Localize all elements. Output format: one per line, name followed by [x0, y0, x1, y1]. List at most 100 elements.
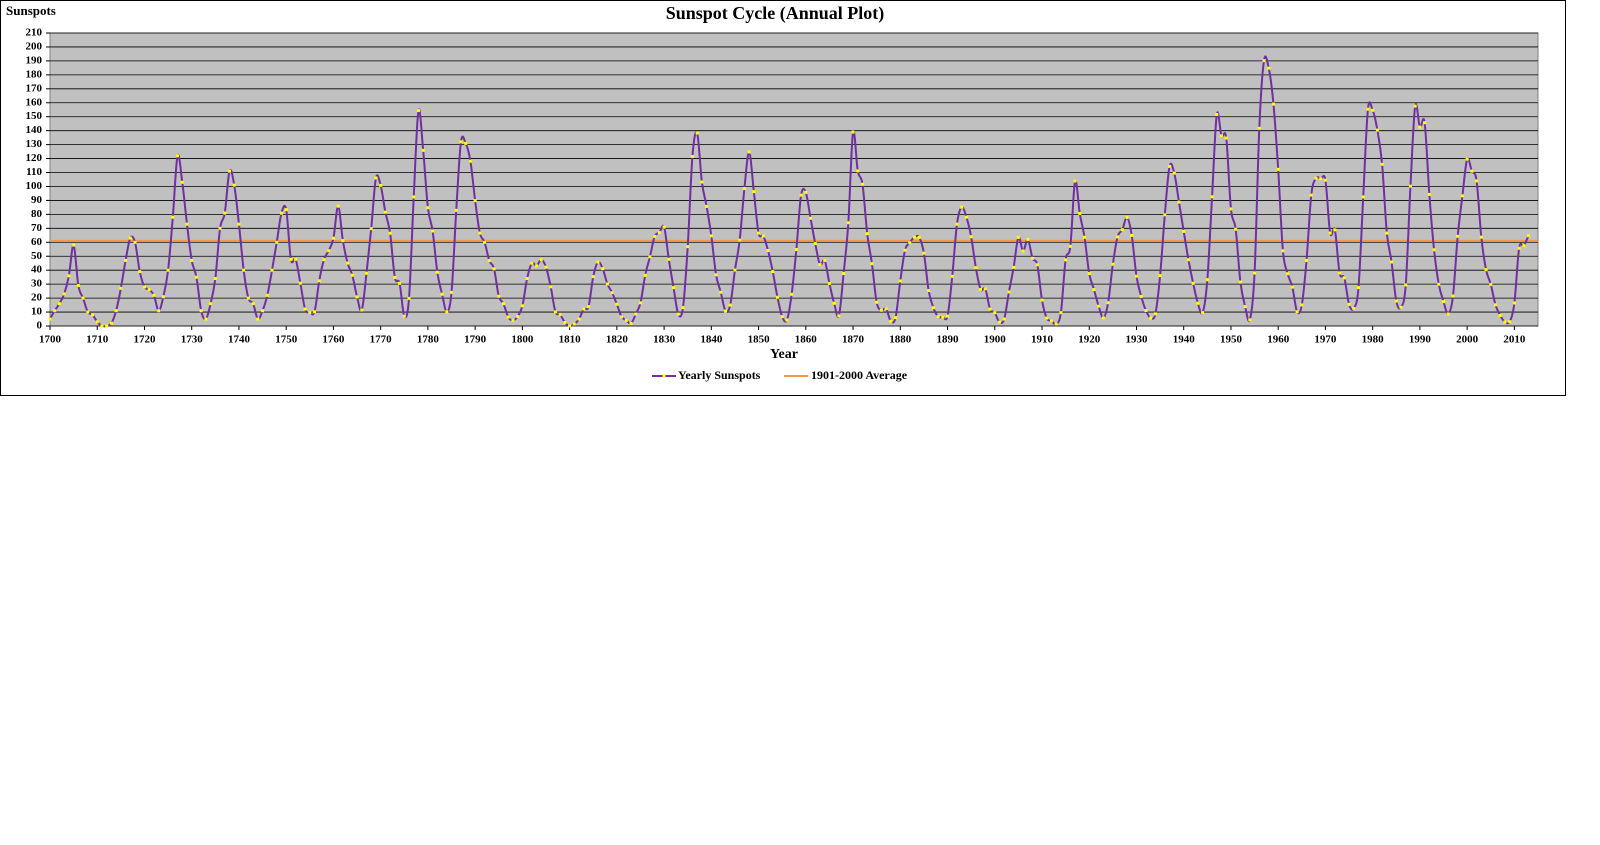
point — [941, 315, 945, 319]
point — [1418, 125, 1422, 129]
point — [1083, 235, 1087, 239]
point — [279, 211, 283, 215]
y-tick-label: 150 — [26, 110, 43, 122]
point — [1465, 157, 1469, 161]
series-line — [49, 55, 1530, 328]
point — [1078, 212, 1082, 216]
point — [979, 287, 983, 291]
point — [57, 302, 61, 306]
point — [775, 295, 779, 299]
y-tick-label: 210 — [26, 27, 43, 39]
point — [1342, 276, 1346, 280]
point — [577, 317, 581, 321]
point — [596, 260, 600, 264]
point — [1522, 244, 1526, 248]
point — [657, 231, 661, 235]
point — [72, 243, 76, 247]
point — [91, 313, 95, 317]
point — [1035, 263, 1039, 267]
y-tick-label: 100 — [26, 180, 43, 192]
point — [416, 109, 420, 113]
point — [1413, 104, 1417, 108]
point — [1361, 195, 1365, 199]
point — [714, 273, 718, 277]
point — [393, 275, 397, 279]
point — [676, 312, 680, 316]
point — [1451, 294, 1455, 298]
point — [615, 302, 619, 306]
point — [346, 261, 350, 265]
point — [506, 315, 510, 319]
point — [634, 312, 638, 316]
point — [1238, 280, 1242, 284]
x-tick-label: 1960 — [1267, 334, 1290, 346]
point — [313, 310, 317, 314]
point — [1191, 281, 1195, 285]
point — [95, 320, 99, 324]
point — [431, 229, 435, 233]
point — [1276, 167, 1280, 171]
point — [681, 306, 685, 310]
point — [501, 302, 505, 306]
point — [171, 215, 175, 219]
point — [1139, 294, 1143, 298]
x-axis-title: Year — [770, 347, 798, 362]
point — [752, 190, 756, 194]
point — [879, 308, 883, 312]
y-tick-label: 80 — [31, 208, 43, 220]
point — [894, 316, 898, 320]
point — [1328, 231, 1332, 235]
point — [1064, 258, 1068, 262]
y-tick-label: 30 — [31, 278, 43, 290]
point — [648, 255, 652, 259]
point — [412, 195, 416, 199]
point — [142, 285, 146, 289]
point — [842, 272, 846, 276]
point — [686, 245, 690, 249]
point — [237, 222, 241, 226]
point — [1352, 306, 1356, 310]
point — [804, 190, 808, 194]
x-tick-label: 1990 — [1409, 334, 1432, 346]
point — [620, 315, 624, 319]
y-tick-label: 110 — [26, 166, 42, 178]
y-tick-label: 70 — [31, 222, 43, 234]
point — [1399, 305, 1403, 309]
point — [1092, 288, 1096, 292]
point — [643, 273, 647, 277]
point — [1271, 102, 1275, 106]
point — [950, 274, 954, 278]
point — [1290, 285, 1294, 289]
point — [605, 282, 609, 286]
point — [1356, 286, 1360, 290]
x-tick-label: 1980 — [1362, 334, 1385, 346]
point — [667, 257, 671, 261]
point — [223, 211, 227, 215]
x-tick-label: 1860 — [795, 334, 818, 346]
point — [1267, 66, 1271, 70]
point — [1470, 169, 1474, 173]
point — [672, 286, 676, 290]
point — [1394, 299, 1398, 303]
point — [459, 140, 463, 144]
point — [1333, 228, 1337, 232]
point — [1130, 233, 1134, 237]
point — [1456, 234, 1460, 238]
point — [591, 275, 595, 279]
point — [284, 208, 288, 212]
point — [105, 324, 109, 328]
point — [133, 240, 137, 244]
point — [960, 205, 964, 209]
x-tick-label: 1940 — [1173, 334, 1196, 346]
point — [719, 290, 723, 294]
y-axis-title: Sunspots — [6, 3, 56, 18]
point — [1446, 312, 1450, 316]
point — [1508, 320, 1512, 324]
point — [1300, 303, 1304, 307]
point — [549, 285, 553, 289]
x-tick-label: 1710 — [86, 334, 109, 346]
point — [1262, 59, 1266, 63]
point — [426, 206, 430, 210]
point — [1073, 179, 1077, 183]
y-tick-label: 0 — [37, 320, 43, 332]
